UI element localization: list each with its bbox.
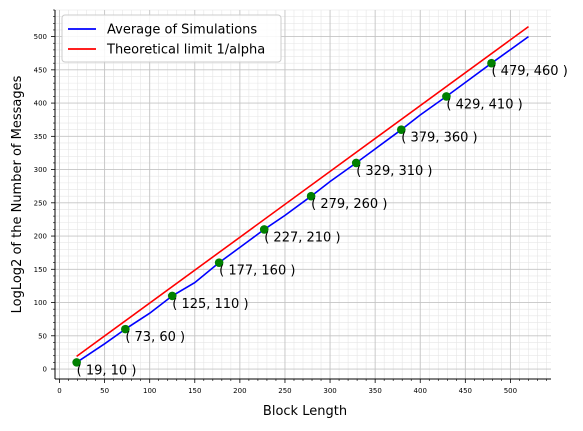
data-point-label: ( 279, 260 ) [311, 197, 387, 212]
data-point-marker [72, 358, 81, 367]
data-point-marker [396, 125, 406, 134]
data-point-label: ( 429, 410 ) [446, 97, 522, 112]
axes: 0 50 100 150 200 250 300 350 400 450 500 0 50 100 150 2… [10, 9, 551, 419]
y-tick-label: 300 [34, 166, 47, 174]
y-tick-label: 350 [34, 133, 47, 141]
x-tick-label: 150 [188, 387, 201, 395]
data-point-label: ( 227, 210 ) [264, 230, 340, 245]
data-point-label: ( 73, 60 ) [125, 330, 185, 345]
data-point-marker [214, 258, 224, 267]
data-point-marker [167, 291, 177, 301]
x-tick-label: 400 [414, 387, 427, 395]
theoretical-limit-line [76, 25, 529, 358]
average-simulations-line [76, 35, 529, 364]
grid [55, 9, 551, 379]
data-point-label: ( 329, 310 ) [356, 164, 432, 179]
x-tick-label: 0 [57, 387, 61, 395]
legend-label: Theoretical limit 1/alpha [106, 43, 265, 58]
legend-box [61, 14, 282, 63]
x-tick-label: 100 [143, 387, 156, 395]
x-tick-label: 450 [459, 387, 472, 395]
data-point-label: ( 19, 10 ) [77, 363, 137, 378]
legend: Average of Simulations Theoretical limit … [61, 14, 282, 63]
x-tick-label: 200 [233, 387, 246, 395]
y-axis-title: LogLog2 of the Number of Messages [10, 75, 25, 313]
data-point-marker [306, 191, 316, 201]
x-tick-label: 300 [323, 387, 336, 395]
x-tick-label: 250 [278, 387, 291, 395]
y-tick-label: 400 [34, 100, 47, 108]
legend-label: Average of Simulations [107, 23, 257, 38]
point-labels: ( 19, 10 ) ( 73, 60 ) ( 125, 110 ) ( 177, 1… [77, 64, 568, 378]
y-tick-label: 250 [34, 199, 47, 207]
x-axis-title: Block Length [263, 404, 347, 419]
data-point-label: ( 177, 160 ) [219, 264, 295, 279]
series-lines [76, 25, 529, 364]
y-tick-label: 50 [38, 332, 47, 340]
y-tick-label: 500 [34, 33, 47, 41]
data-point-marker [442, 92, 451, 101]
data-point-label: ( 125, 110 ) [172, 297, 248, 312]
y-tick-label: 150 [34, 266, 47, 274]
y-tick-label: 100 [34, 299, 47, 307]
x-tick-label: 500 [504, 387, 517, 395]
data-point-marker [487, 58, 496, 68]
data-point-marker [351, 158, 361, 168]
data-markers [72, 58, 496, 367]
y-tick-label: 200 [34, 233, 47, 241]
y-tick-label: 0 [43, 366, 47, 374]
y-tick-label: 450 [34, 66, 47, 74]
data-point-marker [121, 324, 130, 334]
x-tick-label: 50 [100, 387, 109, 395]
data-point-label: ( 379, 360 ) [401, 131, 477, 146]
x-tick-label: 350 [368, 387, 381, 395]
data-point-label: ( 479, 460 ) [491, 64, 567, 79]
data-point-marker [259, 225, 269, 234]
